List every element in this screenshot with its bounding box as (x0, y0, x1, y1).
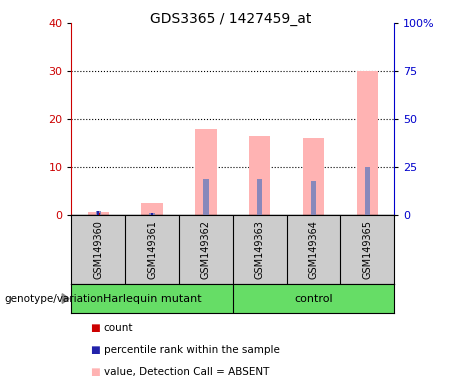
Text: count: count (104, 323, 133, 333)
Bar (88, 212, 109, 215)
Text: ■: ■ (90, 367, 100, 377)
Bar (149, 213, 155, 215)
Bar (365, 167, 370, 215)
Text: percentile rank within the sample: percentile rank within the sample (104, 345, 280, 355)
Text: GSM149360: GSM149360 (93, 220, 103, 279)
Bar (257, 179, 262, 215)
Text: genotype/variation: genotype/variation (5, 293, 104, 304)
Bar (97, 211, 100, 215)
Bar (96, 211, 101, 215)
Text: GSM149365: GSM149365 (362, 220, 372, 279)
Text: GSM149362: GSM149362 (201, 220, 211, 279)
Text: ■: ■ (90, 345, 100, 355)
Text: GSM149364: GSM149364 (308, 220, 319, 279)
Text: ■: ■ (90, 323, 100, 333)
Bar (195, 129, 217, 215)
Bar (97, 213, 100, 215)
Bar (356, 71, 378, 215)
Text: GDS3365 / 1427459_at: GDS3365 / 1427459_at (150, 12, 311, 25)
Text: Harlequin mutant: Harlequin mutant (103, 293, 201, 304)
Text: value, Detection Call = ABSENT: value, Detection Call = ABSENT (104, 367, 269, 377)
Text: GSM149361: GSM149361 (147, 220, 157, 279)
Text: GSM149363: GSM149363 (254, 220, 265, 279)
Bar (203, 179, 208, 215)
Bar (311, 182, 316, 215)
Bar (249, 136, 271, 215)
Bar (303, 138, 324, 215)
Bar (142, 203, 163, 215)
Bar (151, 213, 153, 215)
Text: control: control (294, 293, 333, 304)
